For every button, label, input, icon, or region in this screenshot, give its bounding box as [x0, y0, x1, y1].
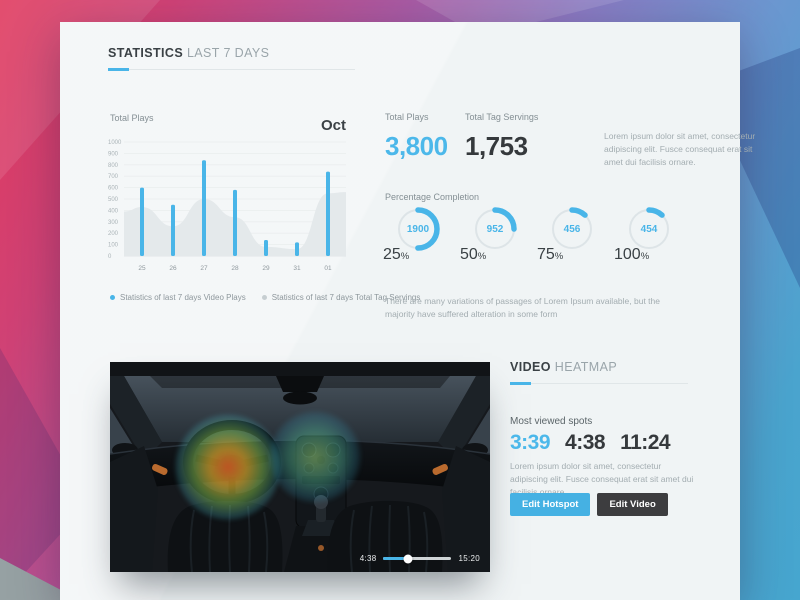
- heatmap-buttons: Edit Hotspot Edit Video: [510, 493, 668, 516]
- spot-time[interactable]: 4:38: [565, 431, 606, 454]
- donut-value: 454: [640, 223, 658, 235]
- video-heatmap-title: VIDEO HEATMAP: [510, 360, 617, 374]
- chart-y-axis-label: 100: [108, 243, 119, 249]
- statistics-title: STATISTICS LAST 7 DAYS: [108, 46, 269, 60]
- chart-x-label: 01: [324, 265, 332, 272]
- progress-fill: [383, 557, 408, 560]
- donut-chart: 456 75%: [537, 206, 614, 264]
- total-plays-block: Total Plays 3,800: [385, 112, 465, 170]
- spot-times: 3:39 4:38 11:24: [510, 431, 671, 455]
- heatmap-description: Lorem ipsum dolor sit amet, consectetur …: [510, 461, 694, 497]
- chart-x-label: 25: [138, 265, 146, 272]
- dashboard-card: STATISTICS LAST 7 DAYS Total Plays Oct 1…: [60, 22, 755, 600]
- legend-label: Statistics of last 7 days Video Plays: [120, 293, 246, 302]
- chart-y-axis-label: 400: [108, 208, 119, 214]
- total-plays-label: Total Plays: [385, 112, 429, 122]
- divider-accent: [108, 68, 129, 71]
- chart-x-label: 27: [200, 265, 208, 272]
- donut-percent-label: 50%: [460, 246, 487, 263]
- chart-y-axis-label: 800: [108, 163, 119, 169]
- legend-item: Statistics of last 7 days Video Plays: [110, 293, 246, 302]
- heatmap-divider: [510, 382, 688, 385]
- donut-percent-label: 75%: [537, 246, 564, 263]
- chart-bar: [233, 189, 237, 256]
- legend-item: Statistics of last 7 days Total Tag Serv…: [261, 293, 421, 302]
- edit-video-button[interactable]: Edit Video: [597, 493, 668, 516]
- progress-track[interactable]: [383, 554, 452, 563]
- donut-chart: 1900 25%: [383, 206, 460, 264]
- totals-description: Lorem ipsum dolor sit amet, consectetur …: [604, 131, 756, 168]
- total-plays-value: 3,800: [385, 131, 448, 161]
- chart-y-axis-label: 300: [108, 220, 119, 226]
- chart-y-axis-label: 0: [108, 254, 112, 260]
- car-interior-illustration: [110, 362, 490, 572]
- legend-dot: [261, 295, 267, 300]
- chart-x-label: 29: [262, 265, 270, 272]
- chart-y-axis-label: 1000: [108, 140, 122, 146]
- tag-servings-block: Total Tag Servings 1,753: [465, 112, 542, 170]
- edit-hotspot-button[interactable]: Edit Hotspot: [510, 493, 591, 516]
- chart-legend: Statistics of last 7 days Video Plays Sta…: [110, 293, 420, 302]
- video-player[interactable]: 4:38 15:20: [110, 362, 490, 572]
- spot-time[interactable]: 11:24: [620, 431, 671, 454]
- completion-donuts: 1900 25% 952 50% 456 75% 454 100%: [383, 206, 691, 264]
- donut-chart: 952 50%: [460, 206, 537, 264]
- video-heatmap-title-light: HEATMAP: [554, 360, 618, 374]
- donut-chart: 454 100%: [614, 206, 691, 264]
- chart-y-axis-label: 900: [108, 151, 119, 157]
- current-time: 4:38: [359, 554, 377, 563]
- chart-x-label: 26: [169, 265, 177, 272]
- video-progress-bar: 4:38 15:20: [360, 554, 480, 563]
- divider-accent: [510, 382, 531, 385]
- chart-bar: [326, 171, 330, 256]
- donut-percent-label: 25%: [383, 246, 410, 263]
- legend-dot: [110, 295, 115, 300]
- progress-handle[interactable]: [403, 554, 413, 563]
- donut-percent-label: 100%: [614, 246, 650, 263]
- most-viewed-spots-label: Most viewed spots: [510, 416, 593, 427]
- chart-bar: [264, 240, 268, 256]
- completion-note: There are many variations of passages of…: [385, 296, 660, 320]
- chart-y-axis-label: 600: [108, 186, 119, 192]
- video-heatmap-title-bold: VIDEO: [510, 360, 551, 374]
- donut-value: 1900: [406, 223, 430, 235]
- total-duration: 15:20: [458, 554, 480, 563]
- stats-divider: [108, 68, 355, 71]
- chart-bar: [202, 160, 206, 256]
- donut-value: 952: [486, 223, 504, 235]
- chart-bar: [140, 187, 144, 256]
- month-label: Oct: [320, 117, 346, 134]
- chart-y-axis-label: 500: [108, 197, 119, 203]
- completion-title: Percentage Completion: [385, 192, 480, 202]
- legend-label: Statistics of last 7 days Total Tag Serv…: [271, 293, 421, 302]
- totals-row: Total Plays 3,800 Total Tag Servings 1,7…: [385, 112, 756, 170]
- statistics-title-light: LAST 7 DAYS: [186, 46, 270, 60]
- chart-bar: [171, 204, 175, 256]
- plays-chart-title: Total Plays: [110, 113, 154, 123]
- statistics-title-bold: STATISTICS: [108, 46, 184, 60]
- donut-value: 456: [563, 223, 581, 235]
- chart-x-label: 28: [231, 265, 239, 272]
- chart-y-axis-label: 700: [108, 174, 119, 180]
- chart-x-label: 31: [293, 265, 301, 272]
- chart-bar: [295, 242, 299, 256]
- chart-y-axis-label: 200: [108, 231, 119, 237]
- tag-servings-label: Total Tag Servings: [465, 112, 539, 122]
- spot-time[interactable]: 3:39: [510, 431, 551, 454]
- tag-servings-value: 1,753: [465, 131, 528, 161]
